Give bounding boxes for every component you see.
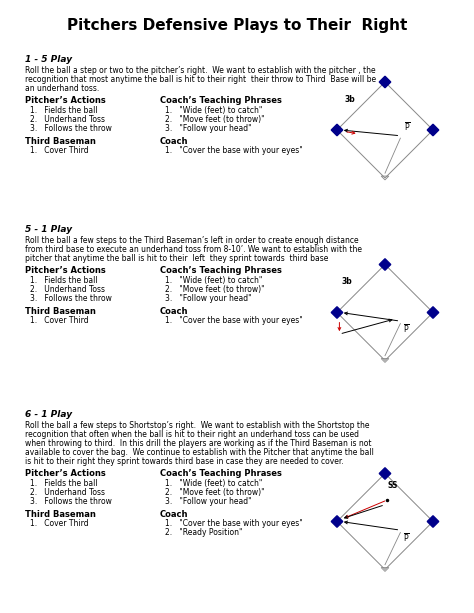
Text: Pitchers Defensive Plays to Their  Right: Pitchers Defensive Plays to Their Right (67, 18, 407, 33)
Text: 3.   "Follow your head": 3. "Follow your head" (165, 497, 252, 506)
Text: Pitcher’s Actions: Pitcher’s Actions (25, 470, 106, 478)
Text: 1.   Fields the ball: 1. Fields the ball (30, 276, 98, 285)
Text: Third Baseman: Third Baseman (25, 306, 96, 316)
Text: 3.   Follows the throw: 3. Follows the throw (30, 124, 112, 133)
Polygon shape (331, 124, 343, 135)
Text: Coach: Coach (160, 137, 189, 146)
Text: 2.   "Move feet (to throw)": 2. "Move feet (to throw)" (165, 488, 264, 497)
Text: 1.   Cover Third: 1. Cover Third (30, 316, 89, 326)
Text: Roll the ball a few steps to the Third Baseman’s left in order to create enough : Roll the ball a few steps to the Third B… (25, 237, 359, 245)
Text: 3.   Follows the throw: 3. Follows the throw (30, 497, 112, 506)
Text: $\overline{\rm P}$: $\overline{\rm P}$ (404, 121, 411, 134)
Text: Third Baseman: Third Baseman (25, 510, 96, 519)
Polygon shape (379, 259, 391, 270)
Text: 2.   Underhand Toss: 2. Underhand Toss (30, 488, 105, 497)
Text: Pitcher’s Actions: Pitcher’s Actions (25, 96, 106, 105)
Text: 1 - 5 Play: 1 - 5 Play (25, 55, 72, 64)
Text: 3.   Follows the throw: 3. Follows the throw (30, 294, 112, 303)
Polygon shape (427, 124, 439, 135)
Text: Third Baseman: Third Baseman (25, 137, 96, 146)
Polygon shape (379, 468, 391, 479)
Text: 3.   "Follow your head": 3. "Follow your head" (165, 294, 252, 303)
Text: 5 - 1 Play: 5 - 1 Play (25, 225, 72, 234)
Text: 1.   "Wide (feet) to catch": 1. "Wide (feet) to catch" (165, 479, 263, 488)
Text: SS: SS (387, 481, 398, 490)
Text: pitcher that anytime the ball is hit to their  left  they sprint towards  third : pitcher that anytime the ball is hit to … (25, 254, 328, 264)
Polygon shape (331, 516, 343, 527)
Text: Pitcher’s Actions: Pitcher’s Actions (25, 266, 106, 275)
Text: is hit to their right they sprint towards third base in case they are needed to : is hit to their right they sprint toward… (25, 457, 344, 466)
Text: recognition that most anytime the ball is hit to their right  their throw to Thi: recognition that most anytime the ball i… (25, 75, 376, 85)
Text: 1.   "Cover the base with your eyes": 1. "Cover the base with your eyes" (165, 146, 303, 155)
Text: Coach: Coach (160, 510, 189, 519)
Text: Coach’s Teaching Phrases: Coach’s Teaching Phrases (160, 96, 282, 105)
Text: an underhand toss.: an underhand toss. (25, 85, 99, 93)
Text: Coach: Coach (160, 306, 189, 316)
Text: 1.   Fields the ball: 1. Fields the ball (30, 479, 98, 488)
Text: available to cover the bag.  We continue to establish with the Pitcher that anyt: available to cover the bag. We continue … (25, 449, 374, 457)
Text: 2.   "Move feet (to throw)": 2. "Move feet (to throw)" (165, 285, 264, 294)
Text: 2.   Underhand Toss: 2. Underhand Toss (30, 285, 105, 294)
Text: 1.   Cover Third: 1. Cover Third (30, 519, 89, 528)
Text: 1.   Fields the ball: 1. Fields the ball (30, 106, 98, 115)
Text: from third base to execute an underhand toss from 8-10’. We want to establish wi: from third base to execute an underhand … (25, 245, 362, 254)
Text: 1.   "Wide (feet) to catch": 1. "Wide (feet) to catch" (165, 106, 263, 115)
Polygon shape (427, 516, 439, 527)
Text: 2.   "Ready Position": 2. "Ready Position" (165, 528, 243, 537)
Text: Roll the ball a step or two to the pitcher’s right.  We want to establish with t: Roll the ball a step or two to the pitch… (25, 66, 375, 75)
Polygon shape (379, 76, 391, 88)
Text: 2.   Underhand Toss: 2. Underhand Toss (30, 115, 105, 124)
Text: 6 - 1 Play: 6 - 1 Play (25, 410, 72, 419)
Text: $\overline{\rm P}$: $\overline{\rm P}$ (403, 533, 410, 544)
Text: Coach’s Teaching Phrases: Coach’s Teaching Phrases (160, 266, 282, 275)
Text: 3b: 3b (344, 94, 355, 104)
Polygon shape (331, 306, 343, 318)
Text: 2.   "Move feet (to throw)": 2. "Move feet (to throw)" (165, 115, 264, 124)
Text: 1.   "Cover the base with your eyes": 1. "Cover the base with your eyes" (165, 316, 303, 326)
Text: recognition that often when the ball is hit to their right an underhand toss can: recognition that often when the ball is … (25, 430, 359, 440)
Polygon shape (427, 306, 439, 318)
Text: when throwing to third.  In this drill the players are working as if the Third B: when throwing to third. In this drill th… (25, 440, 372, 449)
Text: Roll the ball a few steps to Shortstop’s right.  We want to establish with the S: Roll the ball a few steps to Shortstop’s… (25, 421, 370, 430)
Text: 3b: 3b (342, 277, 353, 286)
Text: Coach’s Teaching Phrases: Coach’s Teaching Phrases (160, 470, 282, 478)
Text: $\overline{\rm P}$: $\overline{\rm P}$ (403, 324, 410, 335)
Text: 1.   "Cover the base with your eyes": 1. "Cover the base with your eyes" (165, 519, 303, 528)
Text: 1.   "Wide (feet) to catch": 1. "Wide (feet) to catch" (165, 276, 263, 285)
Text: 3.   "Follow your head": 3. "Follow your head" (165, 124, 252, 133)
Text: 1.   Cover Third: 1. Cover Third (30, 146, 89, 155)
